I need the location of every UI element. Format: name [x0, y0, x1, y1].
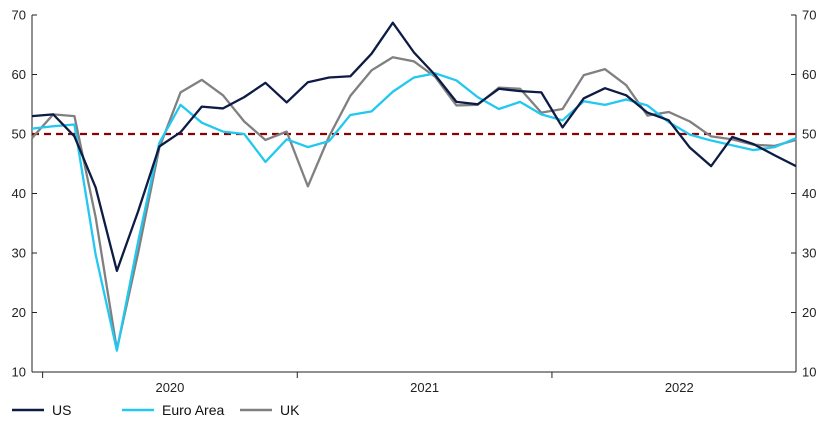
left-y-axis: 10 20 30 40 50 60 70	[12, 8, 37, 380]
right-y-axis: 10 20 30 40 50 60 70	[791, 8, 816, 380]
y-tick-label-right: 30	[802, 246, 816, 261]
series-layer	[31, 21, 797, 352]
y-tick-label-left: 40	[12, 186, 26, 201]
y-tick-label-right: 60	[802, 67, 816, 82]
y-tick-label-right: 70	[802, 8, 816, 23]
legend-label-us: US	[52, 402, 71, 418]
y-tick-label-left: 60	[12, 67, 26, 82]
y-tick-label-right: 40	[802, 186, 816, 201]
x-axis: 2020 2021 2022	[32, 371, 796, 395]
y-tick-label-left: 50	[12, 127, 26, 142]
y-tick-label-right: 20	[802, 305, 816, 320]
x-tick-label: 2022	[665, 380, 694, 395]
y-tick-label-left: 10	[12, 365, 26, 380]
series-line-us	[31, 21, 797, 273]
y-tick-label-right: 10	[802, 365, 816, 380]
y-tick-label-right: 50	[802, 127, 816, 142]
legend-label-euro-area: Euro Area	[162, 402, 224, 418]
x-tick-label: 2020	[155, 380, 184, 395]
y-tick-label-left: 70	[12, 8, 26, 23]
y-tick-label-left: 30	[12, 246, 26, 261]
legend: US Euro Area UK	[12, 402, 300, 418]
x-tick-label: 2021	[410, 380, 439, 395]
legend-label-uk: UK	[280, 402, 300, 418]
y-tick-label-left: 20	[12, 305, 26, 320]
